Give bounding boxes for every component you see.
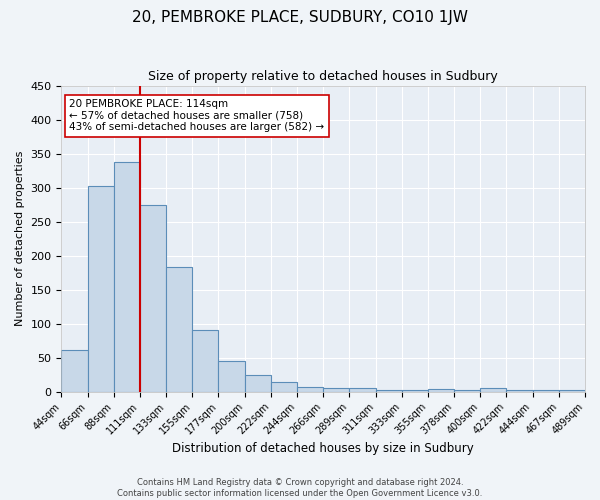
Bar	[506, 390, 533, 392]
Bar	[428, 389, 454, 392]
Bar	[114, 162, 140, 392]
Bar	[454, 390, 480, 392]
Bar	[166, 266, 193, 392]
Bar	[271, 382, 297, 392]
Y-axis label: Number of detached properties: Number of detached properties	[15, 151, 25, 326]
Bar	[61, 350, 88, 392]
Bar	[323, 388, 349, 392]
Bar	[376, 390, 402, 392]
Bar	[245, 376, 271, 392]
Bar	[349, 388, 376, 392]
Bar	[297, 387, 323, 392]
Bar	[193, 330, 218, 392]
Bar	[559, 390, 585, 392]
Text: Contains HM Land Registry data © Crown copyright and database right 2024.
Contai: Contains HM Land Registry data © Crown c…	[118, 478, 482, 498]
Text: 20, PEMBROKE PLACE, SUDBURY, CO10 1JW: 20, PEMBROKE PLACE, SUDBURY, CO10 1JW	[132, 10, 468, 25]
X-axis label: Distribution of detached houses by size in Sudbury: Distribution of detached houses by size …	[172, 442, 474, 455]
Bar	[218, 361, 245, 392]
Text: 20 PEMBROKE PLACE: 114sqm
← 57% of detached houses are smaller (758)
43% of semi: 20 PEMBROKE PLACE: 114sqm ← 57% of detac…	[69, 99, 325, 132]
Bar	[533, 390, 559, 392]
Bar	[480, 388, 506, 392]
Bar	[402, 390, 428, 392]
Bar	[88, 186, 114, 392]
Bar	[140, 204, 166, 392]
Title: Size of property relative to detached houses in Sudbury: Size of property relative to detached ho…	[148, 70, 498, 83]
